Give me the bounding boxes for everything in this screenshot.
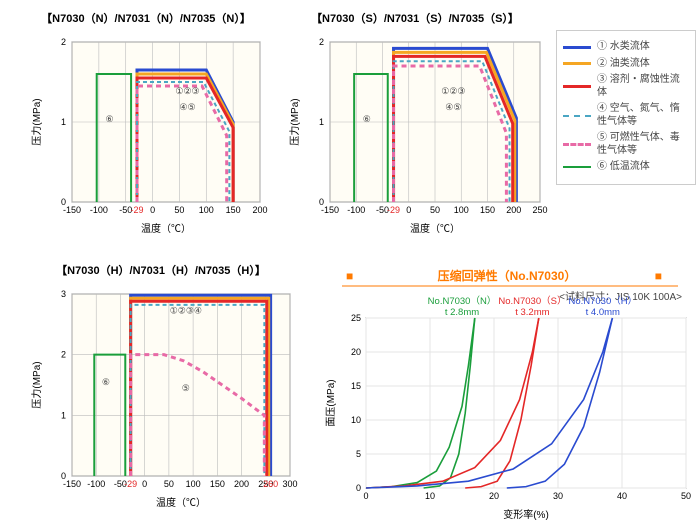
- series-thickness: t 3.2mm: [515, 307, 549, 318]
- svg-text:0: 0: [142, 479, 147, 489]
- svg-text:■: ■: [655, 269, 662, 283]
- svg-text:30: 30: [553, 491, 563, 501]
- svg-text:50: 50: [164, 479, 174, 489]
- svg-text:100: 100: [199, 205, 214, 215]
- panel-title: 【N7030（H）/N7031（H）/N7035（H）】: [56, 264, 266, 277]
- svg-text:150: 150: [210, 479, 225, 489]
- svg-text:10: 10: [351, 415, 361, 425]
- svg-text:①②③: ①②③: [175, 86, 199, 96]
- legend-item: ③ 溶剂・腐蚀性流体: [563, 74, 689, 99]
- svg-text:40: 40: [617, 491, 627, 501]
- svg-text:260: 260: [263, 479, 278, 489]
- svg-text:100: 100: [186, 479, 201, 489]
- legend-swatch: [563, 46, 591, 49]
- legend-label: ③ 溶剂・腐蚀性流体: [597, 74, 689, 99]
- y-axis-title: 压力(MPa): [30, 361, 43, 408]
- series-name: No.N7030（H）: [568, 295, 637, 307]
- svg-text:-100: -100: [90, 205, 108, 215]
- svg-text:2: 2: [61, 350, 66, 360]
- legend-item: ⑤ 可燃性气体、毒性气体等: [563, 132, 689, 157]
- legend-label: ① 水类流体: [597, 41, 689, 54]
- svg-text:200: 200: [506, 205, 521, 215]
- legend-swatch: [563, 85, 591, 88]
- svg-text:-29: -29: [387, 205, 400, 215]
- svg-text:-100: -100: [87, 479, 105, 489]
- y-axis-title: 面压(MPa): [325, 379, 337, 426]
- legend-item: ② 油类流体: [563, 58, 689, 71]
- svg-text:1: 1: [61, 410, 66, 420]
- svg-text:20: 20: [489, 491, 499, 501]
- svg-text:10: 10: [425, 491, 435, 501]
- svg-text:0: 0: [356, 483, 361, 493]
- svg-text:20: 20: [351, 347, 361, 357]
- svg-text:①②③④: ①②③④: [170, 305, 202, 315]
- x-axis-title: 温度（℃）: [141, 222, 191, 235]
- legend-swatch: [563, 143, 591, 146]
- svg-text:50: 50: [430, 205, 440, 215]
- svg-text:0: 0: [363, 491, 368, 501]
- svg-text:1: 1: [319, 117, 324, 127]
- svg-text:2: 2: [61, 37, 66, 47]
- x-axis-title: 温度（℃）: [410, 222, 460, 235]
- svg-text:3: 3: [61, 289, 66, 299]
- legend-label: ⑥ 低温流体: [597, 161, 689, 174]
- svg-text:2: 2: [319, 37, 324, 47]
- svg-text:0: 0: [406, 205, 411, 215]
- svg-text:50: 50: [174, 205, 184, 215]
- svg-text:④⑤: ④⑤: [445, 102, 461, 112]
- svg-text:1: 1: [61, 117, 66, 127]
- series-thickness: t 2.8mm: [445, 307, 479, 318]
- svg-text:0: 0: [61, 197, 66, 207]
- x-axis-title: 温度（℃）: [156, 496, 206, 509]
- svg-text:④⑤: ④⑤: [179, 102, 195, 112]
- series-thickness: t 4.0mm: [586, 307, 620, 318]
- svg-text:15: 15: [351, 381, 361, 391]
- legend-swatch: [563, 62, 591, 65]
- svg-text:0: 0: [150, 205, 155, 215]
- legend: ① 水类流体 ② 油类流体 ③ 溶剂・腐蚀性流体 ④ 空气、氮气、惰性气体等 ⑤ 可燃性…: [556, 30, 696, 185]
- svg-text:150: 150: [226, 205, 241, 215]
- legend-item: ⑥ 低温流体: [563, 161, 689, 174]
- svg-text:-29: -29: [130, 205, 143, 215]
- svg-text:100: 100: [454, 205, 469, 215]
- svg-text:150: 150: [480, 205, 495, 215]
- panel-title: 【N7030（S）/N7031（S）/N7035（S）】: [311, 12, 519, 25]
- series-name: No.N7030（N）: [428, 295, 497, 307]
- legend-swatch: [563, 166, 591, 168]
- svg-text:0: 0: [61, 471, 66, 481]
- y-axis-title: 压力(MPa): [288, 98, 301, 145]
- legend-item: ① 水类流体: [563, 41, 689, 54]
- svg-text:⑤: ⑤: [182, 383, 190, 393]
- svg-text:①②③: ①②③: [441, 86, 465, 96]
- legend-item: ④ 空气、氮气、惰性气体等: [563, 103, 689, 128]
- svg-text:200: 200: [252, 205, 267, 215]
- legend-label: ⑤ 可燃性气体、毒性气体等: [597, 132, 689, 157]
- svg-text:250: 250: [532, 205, 547, 215]
- svg-text:■: ■: [346, 269, 353, 283]
- panel-title: 【N7030（N）/N7031（N）/N7035（N）】: [41, 12, 251, 25]
- svg-text:25: 25: [351, 313, 361, 323]
- svg-text:50: 50: [681, 491, 691, 501]
- svg-text:-100: -100: [347, 205, 365, 215]
- svg-text:5: 5: [356, 449, 361, 459]
- series-name: No.N7030（S）: [498, 295, 566, 307]
- svg-text:300: 300: [282, 479, 297, 489]
- svg-text:0: 0: [319, 197, 324, 207]
- svg-text:-29: -29: [124, 479, 137, 489]
- svg-text:⑥: ⑥: [363, 114, 371, 124]
- legend-label: ② 油类流体: [597, 58, 689, 71]
- legend-label: ④ 空气、氮气、惰性气体等: [597, 103, 689, 128]
- svg-text:200: 200: [234, 479, 249, 489]
- svg-text:⑥: ⑥: [106, 114, 114, 124]
- svg-text:⑥: ⑥: [102, 377, 110, 387]
- pressure-temp-panel: 【N7030（N）/N7031（N）/N7035（N）】-150-100-500…: [30, 12, 268, 235]
- legend-swatch: [563, 115, 591, 117]
- x-axis-title: 变形率(%): [503, 508, 549, 521]
- y-axis-title: 压力(MPa): [30, 98, 43, 145]
- compression-title: 压缩回弹性（No.N7030）: [438, 268, 577, 283]
